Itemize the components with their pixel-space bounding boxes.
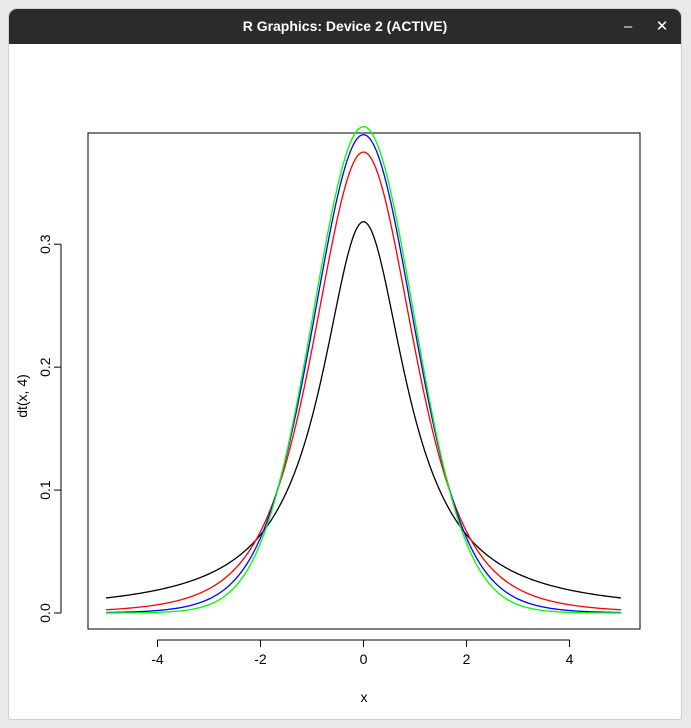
- r-graphics-window: R Graphics: Device 2 (ACTIVE) – ✕ -4 -2 0 2…: [9, 9, 681, 719]
- series-line-dt-x-30: [106, 125, 621, 614]
- x-axis-label: x: [361, 689, 368, 705]
- y-tick-label: 0.3: [37, 234, 53, 254]
- close-button[interactable]: ✕: [655, 18, 669, 35]
- y-axis-label: dt(x, 4): [14, 374, 30, 418]
- series-line-dt-x-4: [105, 151, 622, 611]
- title-bar[interactable]: R Graphics: Device 2 (ACTIVE) – ✕: [9, 9, 681, 44]
- window-title: R Graphics: Device 2 (ACTIVE): [242, 18, 448, 34]
- y-axis: 0.0 0.1 0.2 0.3: [37, 234, 62, 623]
- plot-box: [87, 132, 641, 630]
- curves-group: [105, 125, 622, 614]
- minimize-button[interactable]: –: [623, 18, 633, 35]
- x-tick-label: 4: [566, 651, 574, 667]
- series-line-dt-x-10: [105, 134, 622, 614]
- y-tick-label: 0.2: [37, 357, 53, 377]
- plot-canvas: -4 -2 0 2 4 0.0 0.1 0.2 0.3 x dt(x, 4): [14, 125, 641, 705]
- y-tick-label: 0.1: [37, 480, 53, 500]
- x-axis: -4 -2 0 2 4: [151, 639, 574, 667]
- y-tick-label: 0.0: [37, 603, 53, 623]
- x-tick-label: -2: [254, 651, 267, 667]
- x-tick-label: 2: [463, 651, 471, 667]
- x-tick-label: 0: [360, 651, 368, 667]
- series-line-dt-x-1: [105, 221, 622, 599]
- x-tick-label: -4: [151, 651, 164, 667]
